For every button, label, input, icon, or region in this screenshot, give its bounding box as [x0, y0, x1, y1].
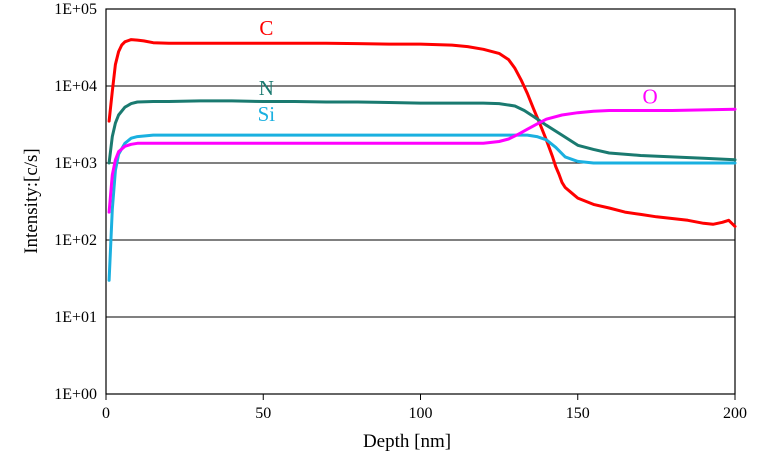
series-label-si: Si: [258, 102, 276, 126]
series-label-o: O: [642, 85, 657, 109]
series-label-n: N: [259, 76, 274, 100]
y-tick-label: 1E+01: [54, 309, 97, 326]
series-line-si: [107, 133, 737, 282]
x-tick-label: 100: [409, 405, 433, 422]
plot-area-frame: [105, 8, 736, 395]
x-axis-title: Depth [nm]: [363, 431, 451, 452]
x-tick-marks: [105, 394, 736, 400]
x-tick-label: 200: [723, 405, 747, 422]
series-label-c: C: [259, 16, 273, 40]
x-tick-labels: 0 50 100 150 200: [102, 405, 747, 422]
x-tick-label: 150: [566, 405, 590, 422]
x-tick-label: 50: [255, 405, 271, 422]
y-tick-label: 1E+03: [54, 155, 97, 172]
series-labels: C NSi O: [258, 16, 658, 126]
y-tick-labels: 1E+00 1E+01 1E+02 1E+03 1E+04 1E+05: [54, 1, 97, 403]
y-tick-label: 1E+02: [54, 232, 97, 249]
y-tick-label: 1E+05: [54, 1, 97, 18]
series-line-n: [107, 99, 737, 165]
y-tick-label: 1E+04: [54, 78, 97, 95]
gridlines: [106, 85, 735, 318]
x-tick-label: 0: [102, 405, 110, 422]
y-tick-label: 1E+00: [54, 386, 97, 403]
series-lines: [107, 38, 737, 282]
y-axis-title: Intensity:[c/s]: [21, 148, 42, 254]
series-line-o: [107, 107, 737, 214]
series-line-c: [107, 38, 737, 228]
